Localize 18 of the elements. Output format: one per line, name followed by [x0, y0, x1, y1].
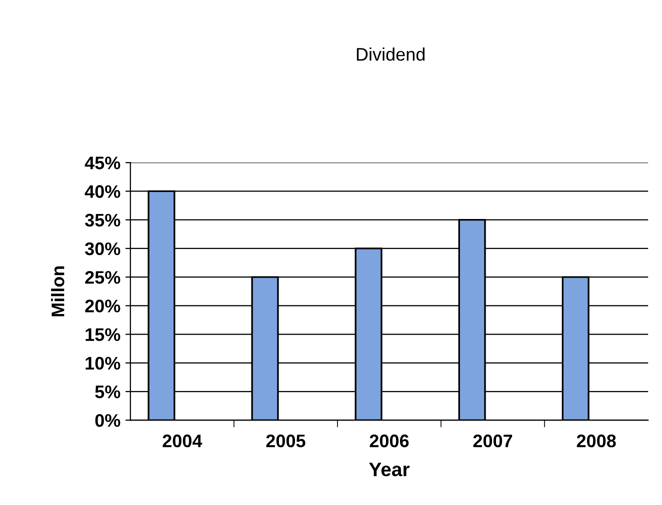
y-tick-label: 10% — [86, 356, 120, 370]
x-tick-label: 2007 — [473, 434, 512, 448]
y-tick-label: 15% — [86, 328, 120, 342]
y-tick-label: 30% — [84, 242, 120, 256]
chart-title: Dividend — [356, 48, 425, 61]
x-axis-title: Year — [369, 462, 410, 476]
y-tick-label: 40% — [84, 185, 120, 198]
y-tick-label: 45% — [84, 156, 120, 170]
x-tick-label: 2004 — [162, 434, 202, 448]
y-axis-title: Millon — [51, 266, 64, 316]
y-tick-label: 20% — [85, 300, 120, 312]
y-tick-label: 0% — [95, 414, 120, 427]
y-tick-label: 35% — [84, 214, 120, 227]
x-tick-label: 2006 — [370, 434, 409, 448]
x-tick-label: 2008 — [576, 434, 616, 448]
x-tick-label: 2005 — [266, 434, 306, 448]
y-tick-label: 25% — [85, 271, 120, 284]
y-tick-label: 5% — [95, 386, 120, 398]
